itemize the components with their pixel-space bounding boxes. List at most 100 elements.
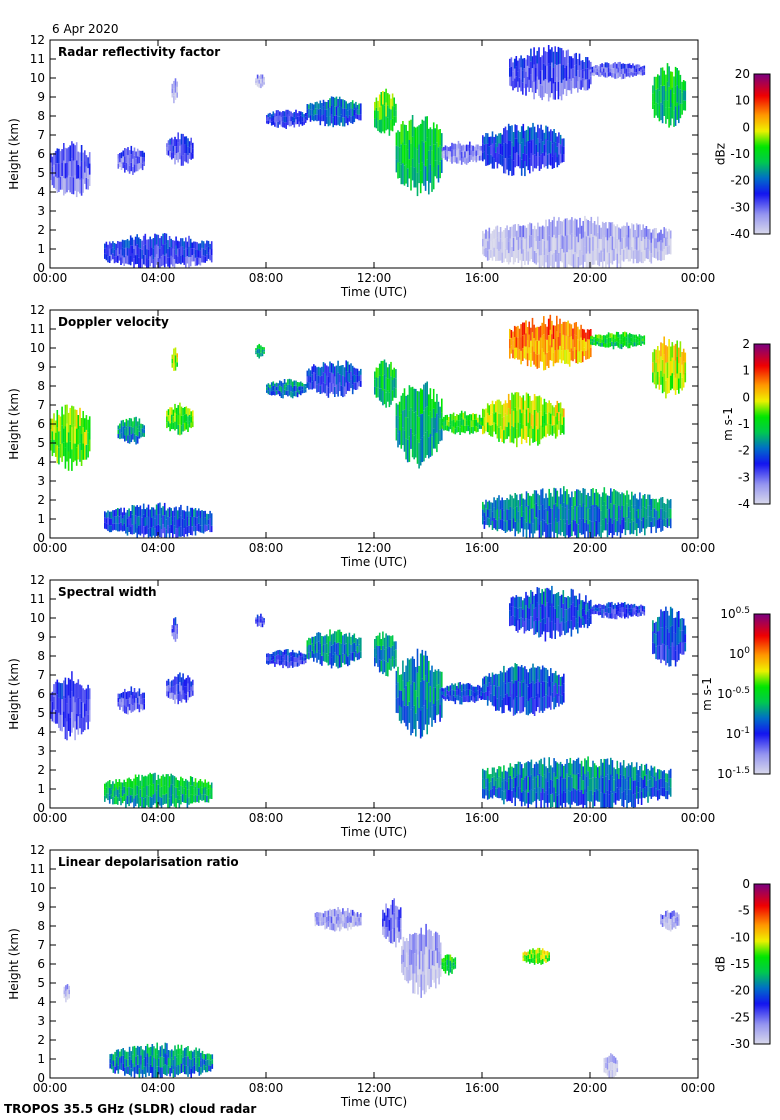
echo-column	[171, 358, 174, 364]
echo-column	[545, 694, 547, 709]
echo-column	[546, 240, 549, 255]
echo-column	[54, 695, 57, 710]
echo-column	[570, 348, 573, 361]
echo-column	[178, 790, 181, 800]
echo-column	[546, 423, 549, 434]
echo-column	[516, 494, 518, 507]
echo-column	[572, 58, 574, 69]
echo-column	[180, 795, 182, 805]
echo-column	[426, 708, 428, 735]
echo-column	[576, 236, 578, 254]
echo-column	[558, 217, 560, 235]
colorbar-swatch	[754, 110, 770, 113]
echo-column	[406, 658, 409, 682]
echo-column	[640, 339, 642, 343]
echo-column	[462, 156, 465, 163]
echo-column	[472, 413, 474, 420]
echo-column	[554, 226, 557, 239]
echo-column	[210, 788, 213, 794]
echo-column	[559, 519, 562, 536]
echo-column	[263, 349, 265, 352]
echo-column	[308, 108, 310, 114]
echo-column	[653, 508, 656, 518]
echo-column	[674, 377, 677, 395]
echo-column	[143, 161, 145, 166]
echo-column	[632, 612, 634, 617]
echo-column	[483, 425, 486, 434]
echo-column	[594, 338, 597, 342]
echo-column	[572, 602, 574, 617]
colorbar-swatch	[754, 406, 770, 409]
echo-column	[283, 389, 286, 395]
echo-column	[329, 372, 331, 383]
echo-column	[272, 652, 275, 656]
echo-column	[592, 250, 594, 265]
echo-column	[552, 67, 555, 84]
echo-column	[71, 427, 73, 450]
echo-column	[579, 217, 581, 234]
echo-column	[338, 655, 341, 668]
echo-column	[514, 680, 516, 698]
echo-column	[133, 425, 136, 434]
echo-column	[572, 254, 575, 268]
echo-column	[584, 789, 586, 806]
echo-column	[194, 786, 197, 795]
echo-column	[149, 246, 151, 257]
echo-column	[606, 62, 608, 68]
echo-column	[415, 411, 417, 435]
echo-column	[382, 360, 384, 376]
echo-column	[143, 692, 145, 699]
echo-column	[332, 96, 334, 107]
echo-column	[567, 620, 569, 633]
echo-column	[566, 759, 568, 774]
echo-column	[655, 362, 657, 376]
echo-column	[171, 686, 173, 693]
echo-column	[175, 676, 178, 685]
echo-column	[570, 68, 573, 82]
echo-column	[566, 235, 568, 253]
echo-column	[533, 394, 536, 410]
echo-column	[382, 390, 384, 406]
echo-column	[82, 427, 84, 444]
echo-column	[330, 645, 333, 658]
echo-column	[324, 383, 326, 394]
echo-column	[179, 672, 181, 682]
echo-column	[140, 423, 142, 429]
echo-column	[190, 137, 192, 146]
echo-column	[509, 58, 511, 68]
echo-column	[124, 156, 126, 165]
echo-column	[88, 710, 91, 722]
echo-column	[604, 72, 607, 78]
echo-column	[377, 377, 379, 388]
echo-column	[173, 618, 175, 626]
echo-column	[482, 143, 484, 153]
echo-column	[441, 133, 443, 147]
echo-column	[432, 704, 435, 720]
echo-column	[436, 432, 438, 453]
echo-column	[538, 604, 540, 621]
echo-column	[475, 426, 478, 433]
echo-column	[525, 83, 527, 96]
echo-column	[185, 778, 187, 787]
echo-column	[550, 236, 552, 252]
echo-column	[545, 248, 547, 263]
echo-column	[172, 784, 174, 795]
echo-column	[603, 68, 605, 73]
echo-column	[673, 375, 675, 391]
echo-column	[429, 670, 432, 687]
echo-column	[188, 414, 191, 422]
echo-column	[274, 113, 276, 118]
echo-column	[51, 443, 54, 457]
echo-column	[590, 615, 592, 624]
echo-column	[564, 349, 566, 364]
echo-column	[530, 74, 532, 88]
echo-column	[552, 352, 555, 367]
echo-column	[582, 766, 584, 781]
echo-column	[673, 646, 675, 661]
echo-column	[274, 651, 276, 657]
echo-column	[358, 652, 360, 660]
echo-column	[356, 375, 359, 383]
echo-column	[628, 612, 631, 616]
echo-column	[133, 239, 135, 249]
echo-column	[596, 605, 599, 609]
